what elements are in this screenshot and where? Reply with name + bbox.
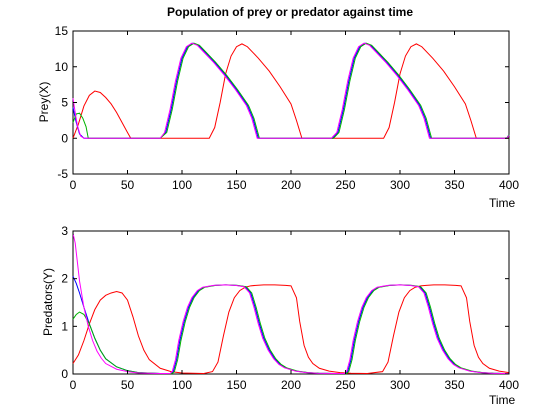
prey-x-tick-label: 400 [499,178,519,192]
prey-x-tick-label: 250 [335,178,355,192]
top-chart-title: Population of prey or predator against t… [167,5,413,19]
prey-x-tick-label: 0 [70,178,77,192]
prey-series-line-3 [72,42,510,139]
predator-y-axis-label: Predators(Y) [41,268,55,336]
predator-y-tick-label: 0 [61,367,68,381]
predator-x-tick-label: 300 [390,378,410,392]
prey-y-tick-label: 10 [55,60,69,74]
prey-series-group [72,42,510,139]
predator-y-tick-label: 1 [61,319,68,333]
prey-x-tick-label: 50 [121,178,135,192]
predator-plot-area [72,230,510,375]
predator-x-tick-label: 0 [70,378,77,392]
predator-series-line-3 [72,233,509,375]
predator-x-tick-label: 250 [335,378,355,392]
prey-plot-area [72,30,510,175]
predator-series-line-0 [72,284,510,375]
prey-x-axis-label: Time [489,196,516,210]
predator-y-tick-label: 2 [61,272,68,286]
prey-x-tick-label: 100 [172,178,192,192]
predator-x-tick-label: 150 [226,378,246,392]
prey-x-tick-label: 200 [281,178,301,192]
predator-x-tick-label: 50 [121,378,135,392]
prey-y-axis-label: Prey(X) [37,82,51,123]
prey-y-tick-label: 15 [55,24,69,38]
prey-x-tick-label: 150 [226,178,246,192]
prey-series-line-0 [72,43,509,139]
predator-x-tick-label: 100 [172,378,192,392]
predator-series-group [72,233,510,375]
prey-x-tick-label: 300 [390,178,410,192]
prey-series-line-1 [72,42,510,139]
predator-x-tick-label: 200 [281,378,301,392]
predator-plot: 0 50 100 150 200 250 300 350 400 0 1 2 3 Time Predat… [41,224,519,407]
prey-y-tick-label: -5 [57,167,68,181]
prey-x-tick-label: 350 [444,178,464,192]
predator-x-tick-label: 350 [444,378,464,392]
predator-x-axis-label: Time [489,393,516,407]
prey-y-tick-label: 0 [61,131,68,145]
predator-y-tick-label: 3 [61,224,68,238]
predator-ticks: 0 50 100 150 200 250 300 350 400 0 1 2 3 [61,224,519,392]
prey-y-tick-label: 5 [61,96,68,110]
predator-x-tick-label: 400 [499,378,519,392]
